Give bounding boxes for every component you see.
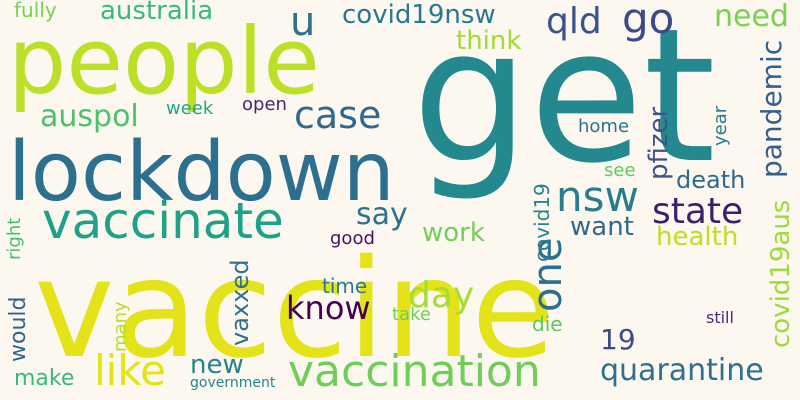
word-see: see <box>604 160 636 181</box>
word-19: 19 <box>600 323 636 356</box>
word-know: know <box>286 289 371 327</box>
word-state: state <box>652 191 744 232</box>
word-vaxxed: vaxxed <box>226 259 254 346</box>
word-take: take <box>392 304 431 325</box>
word-pfizer: pfizer <box>644 106 674 180</box>
word-vaccination: vaccination <box>288 346 541 397</box>
word-still: still <box>706 308 734 327</box>
word-quarantine: quarantine <box>600 353 764 388</box>
word-day: day <box>408 275 475 316</box>
word-qld: qld <box>546 1 602 42</box>
word-home: home <box>578 116 630 137</box>
word-death: death <box>676 166 746 194</box>
word-vaccinate: vaccinate <box>42 192 284 250</box>
word-nsw: nsw <box>556 172 639 221</box>
word-make: make <box>14 366 75 391</box>
word-think: think <box>456 26 522 56</box>
word-time: time <box>322 274 368 298</box>
word-would: would <box>6 296 31 362</box>
word-lockdown: lockdown <box>8 125 395 220</box>
word-right: right <box>4 217 25 260</box>
word-get: get <box>412 0 716 204</box>
word-vaccine: vaccine <box>34 231 556 389</box>
word-year: year <box>710 105 731 146</box>
word-covid19: covid19 <box>530 183 554 262</box>
word-auspol: auspol <box>40 99 139 134</box>
word-u: u <box>290 0 316 45</box>
word-government: government <box>190 375 276 391</box>
word-pandemic: pandemic <box>755 39 788 178</box>
word-die: die <box>532 312 563 336</box>
word-many: many <box>110 301 131 352</box>
word-covid19nsw: covid19nsw <box>342 0 496 30</box>
word-australia: australia <box>100 0 214 26</box>
word-health: health <box>656 222 739 252</box>
word-like: like <box>94 346 167 395</box>
word-people: people <box>8 8 320 115</box>
word-need: need <box>714 0 789 34</box>
word-say: say <box>356 197 408 232</box>
word-fully: fully <box>14 0 57 22</box>
word-work: work <box>422 218 485 248</box>
word-new: new <box>190 350 244 380</box>
word-go: go <box>622 0 675 43</box>
word-week: week <box>166 98 214 119</box>
word-case: case <box>294 93 382 137</box>
word-open: open <box>242 94 287 115</box>
word-covid19aus: covid19aus <box>766 199 796 348</box>
word-want: want <box>570 212 634 242</box>
word-good: good <box>330 228 375 249</box>
